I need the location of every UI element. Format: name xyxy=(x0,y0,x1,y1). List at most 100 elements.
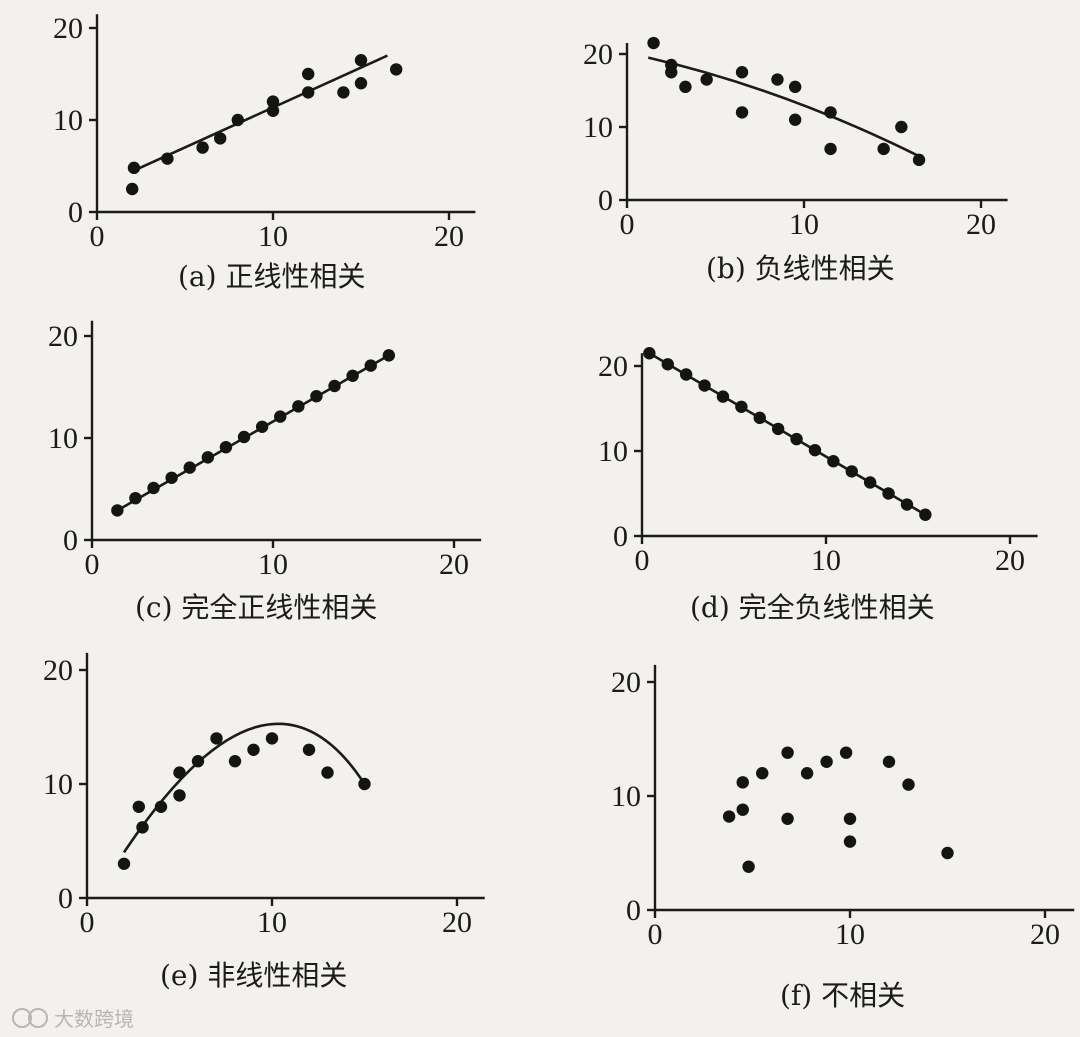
chart-f: 0 10 20 0 10 20 (f) 不相关 xyxy=(611,664,1075,1012)
x-tick-label: 10 xyxy=(835,918,865,951)
data-point xyxy=(292,400,305,413)
fit-line xyxy=(133,54,388,172)
data-point xyxy=(321,766,334,779)
data-point xyxy=(941,846,954,860)
data-point xyxy=(255,420,269,433)
data-point xyxy=(843,812,857,825)
watermark-text: 大数跨境 xyxy=(54,1007,134,1031)
chart-caption: (e) 非线性相关 xyxy=(160,959,347,992)
data-point xyxy=(895,120,908,134)
data-point xyxy=(266,104,280,118)
data-point xyxy=(266,95,280,108)
x-tick-label: 10 xyxy=(258,220,288,253)
data-point xyxy=(173,766,186,779)
x-tick-label: 10 xyxy=(258,548,288,581)
data-point xyxy=(302,743,316,756)
data-point xyxy=(183,461,196,474)
data-point xyxy=(328,379,341,393)
data-point xyxy=(735,106,749,119)
y-tick-label: 10 xyxy=(48,422,78,455)
data-point xyxy=(877,142,890,156)
data-point xyxy=(753,411,766,425)
data-point xyxy=(302,67,315,81)
data-point xyxy=(781,746,794,759)
data-point xyxy=(716,390,730,403)
chart-e: 0 10 20 0 10 20 (e) 非线性相关 xyxy=(43,652,485,992)
data-point xyxy=(771,422,785,436)
x-tick-label: 10 xyxy=(789,208,819,241)
data-point xyxy=(173,789,186,802)
data-point xyxy=(247,743,260,756)
data-point xyxy=(643,347,656,360)
data-point xyxy=(228,755,242,768)
x-tick-label: 20 xyxy=(966,208,996,241)
fit-line xyxy=(648,352,927,516)
data-point xyxy=(136,821,149,834)
y-tick-label: 20 xyxy=(53,12,83,45)
data-point xyxy=(302,86,315,99)
data-point xyxy=(824,142,837,156)
y-tick-label: 20 xyxy=(611,666,641,699)
data-point xyxy=(790,432,803,446)
data-point xyxy=(919,508,932,521)
chart-caption: (f) 不相关 xyxy=(780,979,905,1012)
x-tick-label: 20 xyxy=(1030,918,1060,951)
data-point xyxy=(900,498,914,511)
y-tick-label: 0 xyxy=(58,882,73,915)
data-point xyxy=(165,471,178,484)
data-point xyxy=(800,767,814,780)
x-tick-label: 0 xyxy=(80,906,95,939)
data-point xyxy=(845,465,858,478)
data-point xyxy=(882,487,895,500)
data-point xyxy=(722,810,736,823)
data-point xyxy=(382,349,396,362)
data-point xyxy=(390,63,403,76)
data-point xyxy=(147,481,160,495)
data-point xyxy=(882,755,896,768)
data-point xyxy=(647,36,660,50)
data-point xyxy=(219,440,233,454)
data-point xyxy=(214,132,227,145)
data-point xyxy=(843,835,857,848)
data-point xyxy=(201,451,215,464)
x-tick-label: 10 xyxy=(257,906,287,939)
y-tick-label: 0 xyxy=(626,894,641,927)
y-tick-label: 10 xyxy=(53,104,83,137)
data-point xyxy=(698,379,711,392)
y-tick-label: 0 xyxy=(63,524,78,557)
data-point xyxy=(824,106,837,119)
y-tick-label: 0 xyxy=(598,184,613,217)
y-tick-label: 20 xyxy=(48,320,78,353)
data-point xyxy=(129,491,142,505)
data-point xyxy=(191,755,205,768)
data-point xyxy=(788,113,802,126)
watermark-logo-icon xyxy=(12,1008,48,1028)
data-point xyxy=(310,389,323,403)
y-tick-label: 10 xyxy=(43,768,73,801)
data-point xyxy=(827,455,840,468)
x-tick-label: 0 xyxy=(648,918,663,951)
data-point xyxy=(196,141,209,154)
x-tick-label: 0 xyxy=(90,220,105,253)
axes xyxy=(95,14,476,214)
data-point xyxy=(364,359,377,372)
y-tick-label: 10 xyxy=(583,111,613,144)
chart-b: 0 10 20 0 10 20 (b) 负线性相关 xyxy=(583,36,1008,285)
y-tick-label: 0 xyxy=(68,196,83,229)
data-point xyxy=(210,732,223,745)
x-tick-label: 0 xyxy=(620,208,635,241)
data-point xyxy=(358,777,371,791)
data-point xyxy=(265,732,279,745)
data-point xyxy=(661,358,674,371)
fit-line xyxy=(647,56,920,158)
x-tick-label: 20 xyxy=(995,544,1025,577)
x-tick-label: 0 xyxy=(635,544,650,577)
axes xyxy=(90,320,482,542)
data-point xyxy=(237,430,251,444)
y-tick-label: 10 xyxy=(611,780,641,813)
x-tick-label: 20 xyxy=(439,548,469,581)
x-tick-label: 20 xyxy=(434,220,464,253)
data-point xyxy=(839,746,853,759)
chart-caption: (d) 完全负线性相关 xyxy=(690,591,935,624)
